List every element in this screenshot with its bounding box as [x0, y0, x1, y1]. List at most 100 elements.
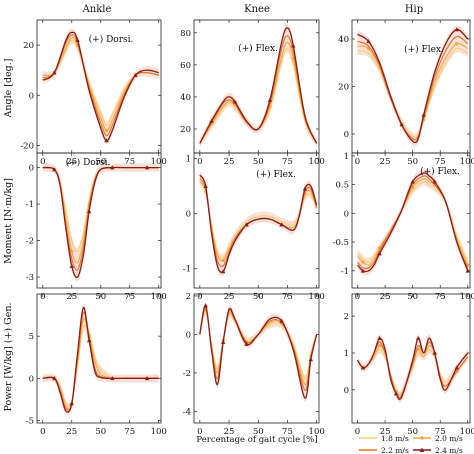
series-marker-4 [86, 338, 92, 343]
x-tick-label: 25 [66, 427, 77, 437]
y-tick-label: 20 [23, 41, 34, 51]
series-marker-4 [279, 222, 284, 227]
x-tick-label: 100 [309, 157, 325, 167]
series-marker-4 [52, 70, 57, 75]
series-line-1 [357, 47, 469, 138]
row-label-angle: Angle [deg.] [3, 59, 14, 119]
y-tick-label: 1 [186, 155, 191, 165]
y-tick-label: -3 [26, 273, 34, 283]
panel-frame [36, 293, 162, 424]
series-marker-4 [291, 43, 296, 48]
x-tick-label: 50 [95, 427, 106, 437]
y-tick-label: -1 [341, 267, 349, 277]
x-tick-label: 0 [197, 427, 202, 437]
y-tick-label: -5 [26, 416, 34, 426]
series-marker-4 [415, 336, 421, 341]
series-marker-4 [432, 350, 437, 355]
row-label-power: Power [W/kg] (+) Gen. [3, 302, 14, 411]
series-marker-4 [432, 179, 437, 184]
series-marker-4 [302, 186, 308, 191]
legend-label-1: 1.8 m/s [381, 434, 409, 443]
y-tick-label: 0.5 [335, 181, 349, 191]
series-marker-4 [110, 165, 115, 170]
column-title-ankle: Ankle [82, 4, 112, 15]
variability-band [42, 28, 159, 145]
panel-frame [36, 152, 162, 289]
x-tick-label: 100 [460, 292, 474, 302]
panel-knee-power: -4 -2 0 2 0 25 50 75 100 [183, 292, 325, 437]
x-tick-label: 50 [253, 157, 264, 167]
series-marker-4 [75, 37, 80, 42]
x-tick-label: 100 [460, 157, 474, 167]
x-tick-label: 0 [40, 427, 45, 437]
panel-hip-angle: 0 20 40 0 25 50 75 100 (+) Flex. [338, 19, 474, 167]
x-tick-label: 50 [407, 157, 418, 167]
y-tick-label: 2 [344, 312, 349, 322]
y-tick-label: 0 [29, 91, 34, 101]
x-tick-label: 0 [197, 157, 202, 167]
x-tick-label: 75 [435, 427, 446, 437]
series-marker-4 [308, 357, 314, 362]
series-marker-4 [203, 183, 208, 188]
series-marker-4 [232, 99, 238, 104]
x-tick-label: 25 [224, 427, 235, 437]
x-tick-label: 25 [380, 427, 391, 437]
x-tick-label: 25 [380, 157, 391, 167]
series-marker-4 [366, 39, 371, 44]
panel-annotation: (+) Flex. [404, 44, 444, 55]
variability-band [199, 301, 317, 402]
panel-annotation: (+) Dorsi. [66, 157, 111, 168]
x-tick-label: 100 [460, 427, 474, 437]
series-marker-2 [377, 344, 382, 348]
panel-frame [193, 152, 320, 289]
x-tick-label: 75 [282, 157, 293, 167]
series-marker-4 [454, 365, 459, 370]
legend-marker-2 [420, 436, 424, 440]
x-tick-label: 50 [253, 427, 264, 437]
series-line-4 [42, 306, 159, 413]
series-marker-4 [133, 73, 138, 78]
series-marker-4 [399, 122, 404, 127]
y-tick-label: 1 [344, 349, 349, 359]
y-tick-label: -2 [26, 237, 34, 247]
panel-knee-moment: -1010255075100(+) Flex. [183, 152, 325, 302]
x-tick-label: 100 [309, 427, 325, 437]
x-tick-label: 0 [355, 427, 360, 437]
series-line-2 [42, 166, 159, 264]
panel-knee-angle: 20 40 60 80 0 25 50 75 100 (+) Flex. [180, 19, 325, 167]
x-tick-label: 75 [124, 427, 135, 437]
y-tick-label: -1 [183, 265, 191, 275]
y-tick-label: 40 [338, 35, 349, 45]
series-marker-4 [267, 97, 273, 102]
panel-annotation: (+) Dorsi. [89, 34, 134, 45]
y-tick-label: -0.5 [333, 238, 349, 248]
legend: 1.8 m/s 2.0 m/s 2.2 m/s 2.4 m/s [359, 434, 463, 454]
y-tick-label: -2 [183, 369, 191, 379]
y-tick-label: 0 [29, 164, 34, 174]
series-marker-4 [144, 376, 150, 381]
y-tick-label: 20 [338, 83, 349, 93]
panel-ankle-moment: -3 -2 -1 00 25 50 75 100 (+) Dorsi. [26, 152, 167, 302]
panel-frame [351, 293, 471, 424]
series-marker-2 [361, 260, 365, 264]
series-marker-4 [377, 336, 382, 341]
y-tick-label: -1 [26, 200, 34, 210]
y-tick-label: 0 [29, 374, 34, 384]
x-tick-label: 50 [95, 157, 106, 167]
legend-label-2: 2.0 m/s [435, 434, 463, 443]
series-line-4 [199, 304, 318, 399]
y-tick-label: 60 [180, 61, 191, 71]
y-tick-label: -20 [20, 141, 34, 151]
variability-band [357, 25, 468, 147]
variability-band [42, 303, 159, 416]
x-tick-label: 100 [151, 427, 167, 437]
x-tick-label: 75 [124, 157, 135, 167]
x-tick-label: 25 [224, 157, 235, 167]
series-marker-4 [203, 303, 208, 308]
y-tick-label: 20 [180, 125, 191, 135]
y-tick-label: 0 [344, 386, 349, 396]
x-axis-label: Percentage of gait cycle [%] [196, 435, 317, 445]
series-marker-4 [69, 401, 74, 406]
series-marker-4 [279, 318, 284, 323]
